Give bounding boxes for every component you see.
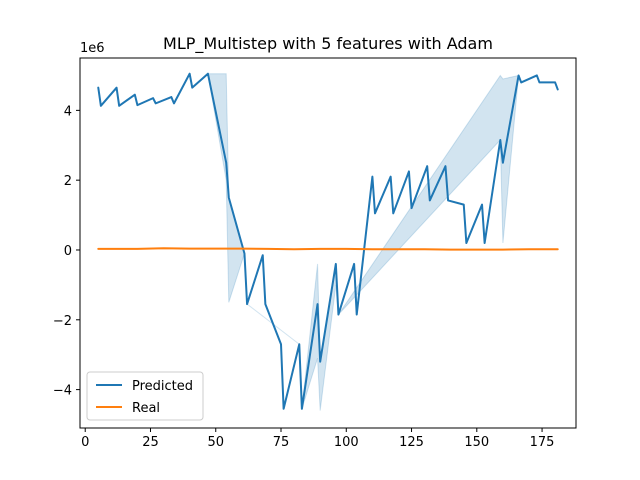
x-tick-label: 25 (142, 435, 159, 450)
x-tick-label: 0 (81, 435, 89, 450)
series-line-real (97, 247, 559, 251)
y-tick-label: 0 (64, 244, 72, 259)
series-layer (97, 72, 559, 410)
y-tick-label: −4 (53, 384, 72, 399)
series-line-predicted (97, 72, 559, 410)
y-tick-label: −2 (53, 314, 72, 329)
x-tick-label: 175 (530, 435, 555, 450)
chart-title: MLP_Multistep with 5 features with Adam (163, 34, 493, 54)
legend-label-predicted: Predicted (132, 379, 193, 394)
x-tick-label: 50 (207, 435, 224, 450)
x-tick-label: 150 (464, 435, 489, 450)
y-axis-multiplier: 1e6 (80, 41, 105, 56)
x-axis: 0 25 50 75 100 125 150 175 (81, 428, 554, 450)
legend: Predicted Real (86, 371, 204, 421)
x-tick-label: 75 (273, 435, 290, 450)
x-tick-label: 125 (399, 435, 424, 450)
plot-area (79, 57, 577, 429)
legend-label-real: Real (132, 401, 160, 416)
y-tick-label: 2 (64, 174, 72, 189)
x-tick-label: 100 (334, 435, 359, 450)
y-tick-label: 4 (64, 104, 72, 119)
y-axis: −4 −2 0 2 4 (53, 104, 80, 399)
plot-frame (79, 57, 577, 429)
